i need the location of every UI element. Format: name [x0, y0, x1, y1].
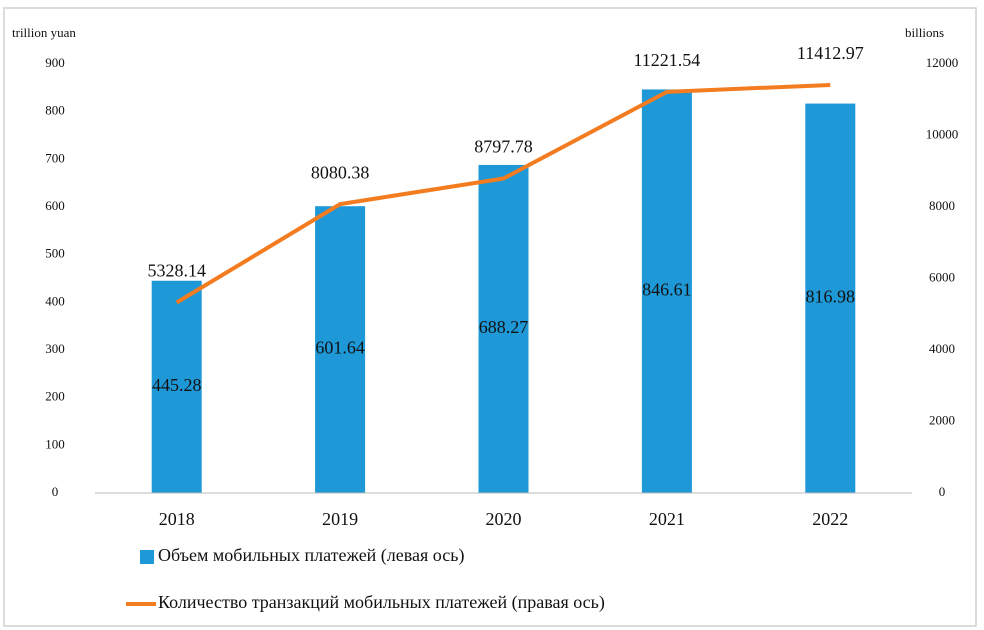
x-tick-label: 2022	[812, 509, 848, 529]
y2-tick-label: 10000	[926, 126, 959, 141]
chart-frame	[3, 7, 977, 627]
legend-label: Объем мобильных платежей (левая ось)	[158, 545, 464, 566]
y-tick-label: 300	[45, 341, 65, 356]
x-tick-label: 2021	[649, 509, 685, 529]
legend-swatch	[140, 550, 154, 564]
y-tick-label: 700	[45, 150, 65, 165]
data-label: 8797.78	[474, 137, 533, 157]
x-tick-label: 2019	[322, 509, 358, 529]
y-tick-label: 0	[52, 484, 59, 499]
bar	[805, 103, 856, 493]
y-axis-label: trillion yuan	[12, 25, 76, 40]
bar	[151, 280, 202, 493]
bar	[641, 89, 692, 494]
data-label: 601.64	[315, 338, 365, 358]
data-label: 445.28	[152, 375, 202, 395]
x-tick-label: 2020	[486, 509, 522, 529]
data-label: 5328.14	[147, 261, 206, 281]
y-tick-label: 100	[45, 436, 65, 451]
data-label: 11221.54	[633, 50, 700, 70]
y-tick-label: 200	[45, 389, 65, 404]
y-tick-label: 900	[45, 55, 65, 70]
bar	[478, 164, 529, 494]
bar	[315, 206, 366, 493]
legend-label: Количество транзакций мобильных платежей…	[158, 592, 605, 613]
y2-axis-label: billions	[905, 25, 944, 40]
y2-tick-label: 4000	[929, 341, 955, 356]
y-tick-label: 500	[45, 246, 65, 261]
x-tick-label: 2018	[159, 509, 195, 529]
data-label: 846.61	[642, 279, 692, 299]
y-tick-label: 400	[45, 293, 65, 308]
y2-tick-label: 12000	[926, 55, 959, 70]
line	[175, 82, 831, 305]
y2-tick-label: 2000	[929, 412, 955, 427]
y2-tick-label: 8000	[929, 198, 955, 213]
y-tick-label: 600	[45, 198, 65, 213]
y2-tick-label: 6000	[929, 269, 955, 284]
y-tick-label: 800	[45, 103, 65, 118]
data-label: 11412.97	[797, 43, 864, 63]
data-label: 816.98	[806, 286, 856, 306]
y2-tick-label: 0	[939, 484, 946, 499]
data-label: 688.27	[479, 317, 529, 337]
data-label: 8080.38	[311, 162, 370, 182]
